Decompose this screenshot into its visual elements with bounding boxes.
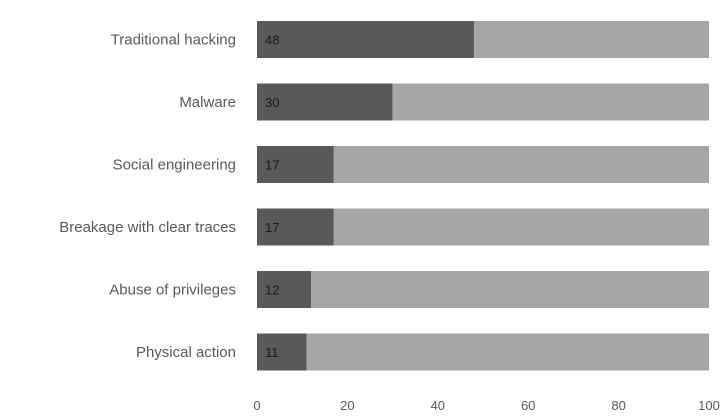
- category-label-0: Traditional hacking: [111, 32, 236, 49]
- bar-primary-3: [257, 208, 334, 246]
- bar-remainder-3: [333, 208, 709, 246]
- x-tick-label-1: 20: [340, 398, 354, 413]
- data-label-5: 11: [265, 345, 279, 360]
- x-tick-label-5: 100: [698, 398, 720, 413]
- data-label-2: 17: [265, 158, 279, 173]
- category-label-4: Abuse of privileges: [109, 282, 236, 299]
- x-tick-label-3: 60: [521, 398, 535, 413]
- data-label-4: 12: [265, 283, 279, 298]
- x-tick-label-2: 40: [431, 398, 445, 413]
- category-labels-group: Traditional hacking Malware Social enginee…: [59, 32, 236, 362]
- bar-remainder-2: [333, 146, 709, 183]
- bar-remainder-5: [306, 333, 709, 371]
- x-tick-label-0: 0: [253, 398, 260, 413]
- data-labels-group: 48 30 17 17 12 11: [265, 33, 279, 361]
- category-label-2: Social engineering: [113, 157, 236, 174]
- data-label-3: 17: [265, 220, 279, 235]
- bar-primary-0: [257, 21, 474, 58]
- bars-group: [257, 21, 709, 371]
- bar-remainder-1: [392, 83, 709, 121]
- bar-primary-2: [257, 146, 334, 183]
- category-label-1: Malware: [179, 94, 236, 111]
- category-label-3: Breakage with clear traces: [59, 219, 236, 236]
- bar-remainder-4: [311, 271, 709, 308]
- bar-primary-1: [257, 83, 393, 121]
- bar-primary-5: [257, 333, 307, 371]
- bar-remainder-0: [473, 21, 709, 58]
- data-label-0: 48: [265, 33, 279, 48]
- x-tick-label-4: 80: [611, 398, 625, 413]
- category-label-5: Physical action: [136, 344, 236, 361]
- bar-primary-4: [257, 271, 312, 308]
- data-label-1: 30: [265, 95, 279, 110]
- x-tick-labels-group: 0 20 40 60 80 100: [253, 398, 719, 413]
